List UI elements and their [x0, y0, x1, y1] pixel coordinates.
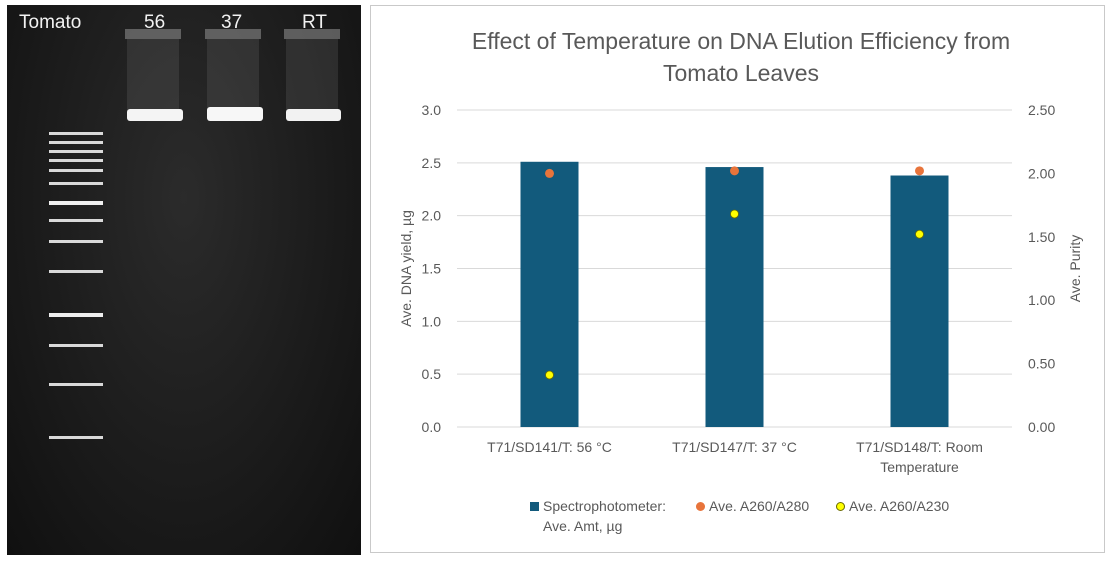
y-tick-label: 1.0: [422, 313, 442, 329]
ladder-band: [49, 132, 103, 135]
ladder-band: [49, 219, 103, 222]
y2-tick-label: 2.00: [1028, 165, 1055, 181]
y-tick-label: 3.0: [422, 102, 442, 118]
ladder-band: [49, 344, 103, 347]
legend-label-a260-a280: Ave. A260/A280: [709, 498, 810, 514]
gel-lane-label-56: 56: [144, 12, 166, 33]
x-tick-label: Temperature: [880, 459, 959, 475]
ladder-band: [49, 201, 103, 205]
y2-axis-title: Ave. Purity: [1067, 235, 1083, 302]
legend-swatch-bar: [530, 502, 539, 511]
data-point: [545, 168, 554, 178]
ladder-band: [49, 141, 103, 144]
ladder-band: [49, 150, 103, 153]
well-rt: [284, 29, 340, 39]
data-point: [730, 166, 739, 176]
well-37: [205, 29, 261, 39]
legend-item-amount: Spectrophotometer: Ave. Amt, µg: [530, 496, 680, 540]
bar: [890, 175, 949, 427]
y2-tick-label: 1.00: [1028, 292, 1055, 308]
band-37: [207, 107, 263, 121]
x-tick-label: T71/SD147/T: 37 °C: [672, 439, 797, 455]
ladder-band: [49, 436, 103, 439]
legend-label-a260-a230: Ave. A260/A230: [849, 498, 950, 514]
well-56: [125, 29, 181, 39]
y2-tick-label: 0.50: [1028, 356, 1055, 372]
y-tick-label: 2.0: [422, 208, 442, 224]
ladder-lane: [49, 132, 103, 439]
gel-image: Tomato 56 37 RT: [7, 5, 361, 555]
gel-ladder-label: Tomato: [19, 12, 82, 33]
legend-label-amount-line2: Ave. Amt, µg: [543, 518, 623, 534]
data-point: [915, 166, 924, 176]
band-56: [127, 109, 183, 121]
y-tick-label: 1.5: [422, 261, 442, 277]
band-rt: [286, 109, 341, 121]
legend-item-a260-a280: Ave. A260/A280: [696, 496, 836, 518]
chart-panel: Effect of Temperature on DNA Elution Eff…: [370, 5, 1105, 553]
ladder-band: [49, 383, 103, 386]
legend-marker-a260-a280: [696, 502, 705, 511]
ladder-band: [49, 270, 103, 273]
x-tick-label: T71/SD148/T: Room: [856, 439, 983, 455]
y2-tick-label: 2.50: [1028, 102, 1055, 118]
data-point: [730, 209, 739, 219]
y-axis-title: Ave. DNA yield, µg: [398, 210, 414, 327]
y2-tick-label: 1.50: [1028, 229, 1055, 245]
legend-label-amount: Spectrophotometer:: [543, 498, 666, 514]
smear-56: [127, 39, 179, 111]
gel-lane-label-rt: RT: [302, 12, 327, 33]
data-point: [915, 229, 924, 239]
smear-37: [207, 39, 259, 111]
smear-rt: [286, 39, 338, 111]
bar: [520, 161, 579, 427]
x-tick-label: T71/SD141/T: 56 °C: [487, 439, 612, 455]
gel-bands: [49, 29, 341, 439]
ladder-band: [49, 313, 103, 317]
ladder-band: [49, 182, 103, 185]
ladder-band: [49, 169, 103, 172]
legend-item-a260-a230: Ave. A260/A230: [836, 496, 976, 518]
ladder-band: [49, 240, 103, 243]
y-tick-label: 0.0: [422, 419, 442, 435]
y-tick-label: 2.5: [422, 155, 442, 171]
chart-title: Effect of Temperature on DNA Elution Eff…: [471, 28, 1011, 86]
chart-plot: 0.0 0.5 1.0 1.5 2.0 2.5 3.0 0.00 0.50 1.00 1.50 2.0…: [398, 102, 1083, 475]
bar: [705, 167, 764, 427]
data-point: [545, 370, 554, 380]
legend-marker-a260-a230: [836, 502, 845, 511]
ladder-band: [49, 159, 103, 162]
gel-lane-label-37: 37: [221, 12, 243, 33]
y2-tick-label: 0.00: [1028, 419, 1055, 435]
y-tick-label: 0.5: [422, 366, 442, 382]
